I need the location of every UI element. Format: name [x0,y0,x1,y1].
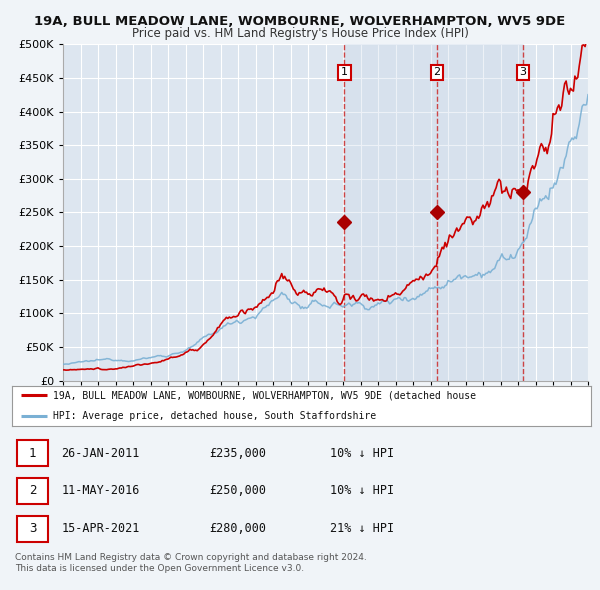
Text: 2: 2 [433,67,440,77]
Text: 15-APR-2021: 15-APR-2021 [61,522,140,535]
Text: 1: 1 [341,67,348,77]
Text: 11-MAY-2016: 11-MAY-2016 [61,484,140,497]
Text: 19A, BULL MEADOW LANE, WOMBOURNE, WOLVERHAMPTON, WV5 9DE: 19A, BULL MEADOW LANE, WOMBOURNE, WOLVER… [34,15,566,28]
Text: HPI: Average price, detached house, South Staffordshire: HPI: Average price, detached house, Sout… [53,411,376,421]
FancyBboxPatch shape [17,440,49,466]
Text: £280,000: £280,000 [209,522,266,535]
Text: 10% ↓ HPI: 10% ↓ HPI [331,484,395,497]
Bar [344,44,523,381]
Text: 2: 2 [29,484,37,497]
FancyBboxPatch shape [17,478,49,504]
Text: 26-JAN-2011: 26-JAN-2011 [61,447,140,460]
Text: 10% ↓ HPI: 10% ↓ HPI [331,447,395,460]
Text: £235,000: £235,000 [209,447,266,460]
Text: 3: 3 [520,67,527,77]
Text: 19A, BULL MEADOW LANE, WOMBOURNE, WOLVERHAMPTON, WV5 9DE (detached house: 19A, BULL MEADOW LANE, WOMBOURNE, WOLVER… [53,391,476,401]
Text: 21% ↓ HPI: 21% ↓ HPI [331,522,395,535]
Text: £250,000: £250,000 [209,484,266,497]
FancyBboxPatch shape [17,516,49,542]
Text: Contains HM Land Registry data © Crown copyright and database right 2024.
This d: Contains HM Land Registry data © Crown c… [15,553,367,573]
Text: Price paid vs. HM Land Registry's House Price Index (HPI): Price paid vs. HM Land Registry's House … [131,27,469,40]
Text: 1: 1 [29,447,37,460]
Text: 3: 3 [29,522,37,535]
